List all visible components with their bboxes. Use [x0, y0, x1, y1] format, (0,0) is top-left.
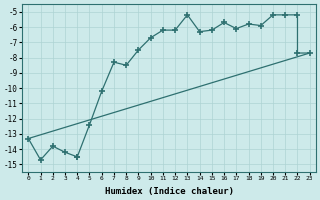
X-axis label: Humidex (Indice chaleur): Humidex (Indice chaleur)	[105, 187, 234, 196]
